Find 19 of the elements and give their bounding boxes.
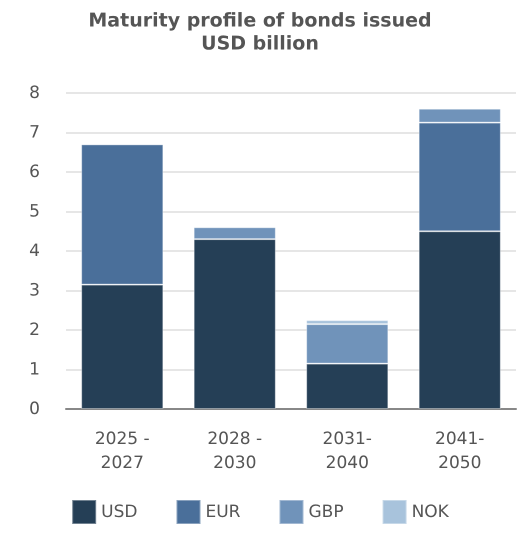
x-tick-label: 2028 - 2030 <box>207 429 262 473</box>
x-tick-label: 2041- 2050 <box>435 429 484 473</box>
legend-label: USD <box>101 502 138 522</box>
y-tick-label: 7 <box>29 122 40 142</box>
chart-subtitle: USD billion <box>201 32 319 54</box>
y-tick-label: 3 <box>29 280 40 300</box>
x-tick-label: 2025 - 2027 <box>94 429 150 473</box>
legend-label: NOK <box>412 502 450 522</box>
y-tick-label: 4 <box>29 241 40 261</box>
y-tick-label: 2 <box>29 320 40 340</box>
y-tick-label: 0 <box>29 399 40 419</box>
y-tick-label: 6 <box>29 162 40 182</box>
y-tick-label: 8 <box>29 83 40 103</box>
y-tick-label: 1 <box>29 360 40 380</box>
legend-label: GBP <box>308 502 344 522</box>
chart-title: Maturity profile of bonds issued <box>88 10 432 32</box>
legend-label: EUR <box>206 502 241 522</box>
y-tick-label: 5 <box>29 202 40 222</box>
x-tick-label: 2031- 2040 <box>322 429 372 473</box>
